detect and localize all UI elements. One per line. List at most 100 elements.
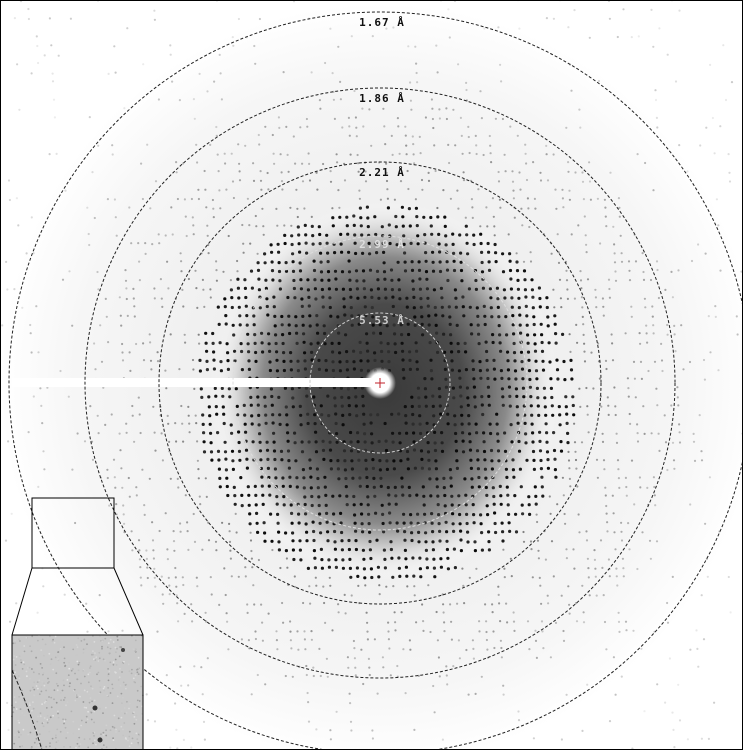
spot <box>42 450 44 452</box>
spot <box>202 431 205 434</box>
spot <box>19 678 21 680</box>
spot <box>268 350 271 353</box>
spot <box>140 432 142 434</box>
spot <box>254 360 257 363</box>
spot <box>289 620 291 622</box>
spot <box>515 387 518 390</box>
spot <box>517 422 520 425</box>
spot <box>452 243 455 246</box>
spot <box>134 650 136 652</box>
spot <box>28 18 30 20</box>
spot <box>628 548 630 550</box>
spot <box>467 126 469 128</box>
spot <box>344 594 346 596</box>
spot <box>545 422 548 425</box>
spot <box>350 459 353 462</box>
spot <box>347 251 350 254</box>
spot <box>188 415 190 417</box>
spot <box>225 468 228 471</box>
spot <box>299 278 302 281</box>
spot <box>120 467 122 469</box>
spot <box>560 450 563 453</box>
spot <box>287 440 290 443</box>
spot <box>288 476 291 479</box>
spot <box>185 494 187 496</box>
spot <box>445 107 447 109</box>
spot <box>447 8 449 10</box>
spot <box>385 163 387 165</box>
spot <box>678 423 680 425</box>
spot <box>84 676 86 678</box>
spot <box>190 746 192 748</box>
spot <box>37 351 39 353</box>
spot <box>304 648 306 650</box>
spot <box>405 692 407 694</box>
spot <box>199 369 202 372</box>
spot <box>138 261 140 263</box>
spot <box>326 521 329 524</box>
spot <box>96 673 98 675</box>
spot <box>298 242 301 245</box>
spot <box>394 342 397 345</box>
spot <box>281 171 283 173</box>
spot <box>221 395 224 398</box>
spot <box>425 260 428 263</box>
spot <box>308 458 311 461</box>
spot <box>708 738 710 740</box>
spot <box>605 505 607 507</box>
spot <box>264 126 266 128</box>
spot <box>90 665 92 667</box>
spot <box>446 548 449 551</box>
spot <box>123 661 125 663</box>
spot <box>86 643 88 645</box>
spot <box>205 612 207 614</box>
spot <box>546 458 549 461</box>
spot <box>232 468 235 471</box>
spot <box>322 586 324 588</box>
spot <box>247 612 249 614</box>
spot <box>523 269 526 272</box>
spot <box>558 405 561 408</box>
spot <box>132 415 134 417</box>
spot <box>292 260 295 263</box>
spot <box>311 71 313 73</box>
spot <box>46 699 48 701</box>
spot <box>170 54 172 56</box>
spot <box>481 676 483 678</box>
spot <box>146 144 148 146</box>
spot <box>614 405 616 407</box>
spot <box>257 674 259 676</box>
spot <box>347 656 349 658</box>
spot <box>385 459 388 462</box>
spot <box>557 233 559 235</box>
spot <box>678 144 680 146</box>
spot <box>113 45 115 47</box>
spot <box>169 593 171 595</box>
spot <box>644 306 646 308</box>
spot <box>488 404 491 407</box>
spot <box>442 477 445 480</box>
spot <box>26 700 28 702</box>
spot <box>501 252 504 255</box>
spot <box>646 487 648 489</box>
spot <box>278 270 281 273</box>
spot <box>326 395 329 398</box>
spot <box>63 699 65 701</box>
spot <box>93 735 95 737</box>
spot <box>254 351 257 354</box>
spot <box>243 404 246 407</box>
spot <box>283 369 286 372</box>
spot <box>125 287 127 289</box>
spot <box>560 297 562 299</box>
spot <box>64 665 66 667</box>
spot <box>121 710 123 712</box>
spot <box>483 27 485 29</box>
spot <box>397 412 400 415</box>
spot <box>278 127 280 129</box>
spot <box>377 287 380 290</box>
spot <box>116 636 118 638</box>
spot <box>554 323 557 326</box>
spot <box>40 712 42 714</box>
spot <box>422 216 425 219</box>
spot <box>522 387 525 390</box>
